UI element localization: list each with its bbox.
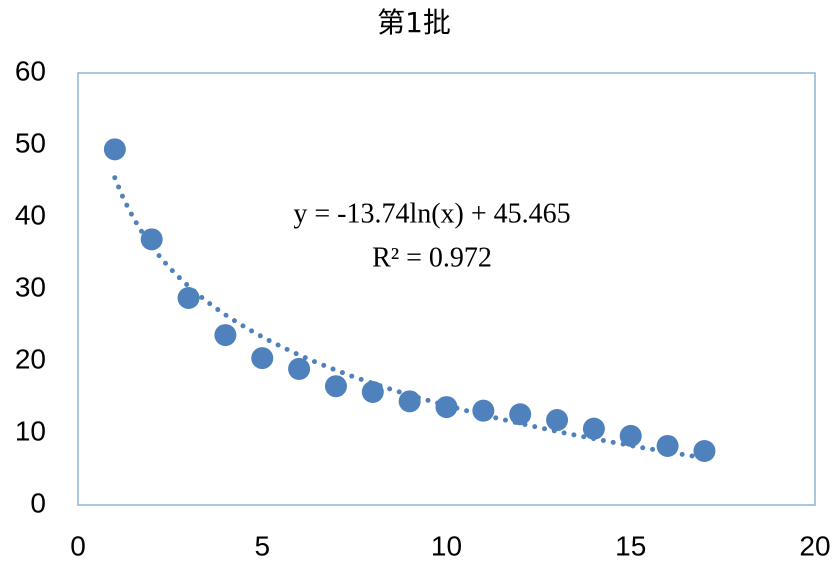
point [103,138,126,161]
point [251,347,274,370]
y-tick-label: 60 [15,55,46,86]
chart-title: 第1批 [377,6,451,39]
point [140,228,163,251]
point [177,287,200,309]
point [435,396,458,419]
point [472,399,495,422]
point [361,380,384,403]
point [288,357,311,380]
y-tick-label: 40 [15,199,46,230]
point [656,434,679,457]
y-tick-label: 10 [15,415,46,446]
point [214,324,237,347]
x-tick-label: 0 [70,530,86,561]
y-tick-label: 20 [15,343,46,374]
y-tick-label: 30 [15,271,46,302]
x-tick-label: 20 [799,530,830,561]
x-tick-label: 15 [615,530,646,561]
point [619,424,642,447]
x-tick-label: 5 [254,530,270,561]
y-tick-label: 50 [15,127,46,158]
trendline-equation: y = -13.74ln(x) + 45.465 [293,198,570,229]
y-tick-label: 0 [30,487,46,518]
point [582,417,605,440]
point [398,390,421,413]
r-squared: R² = 0.972 [372,242,492,273]
point [693,440,716,462]
plot-area [77,72,816,506]
x-tick-label: 10 [431,530,462,561]
point [509,403,532,426]
point [324,375,347,398]
point [546,409,569,432]
